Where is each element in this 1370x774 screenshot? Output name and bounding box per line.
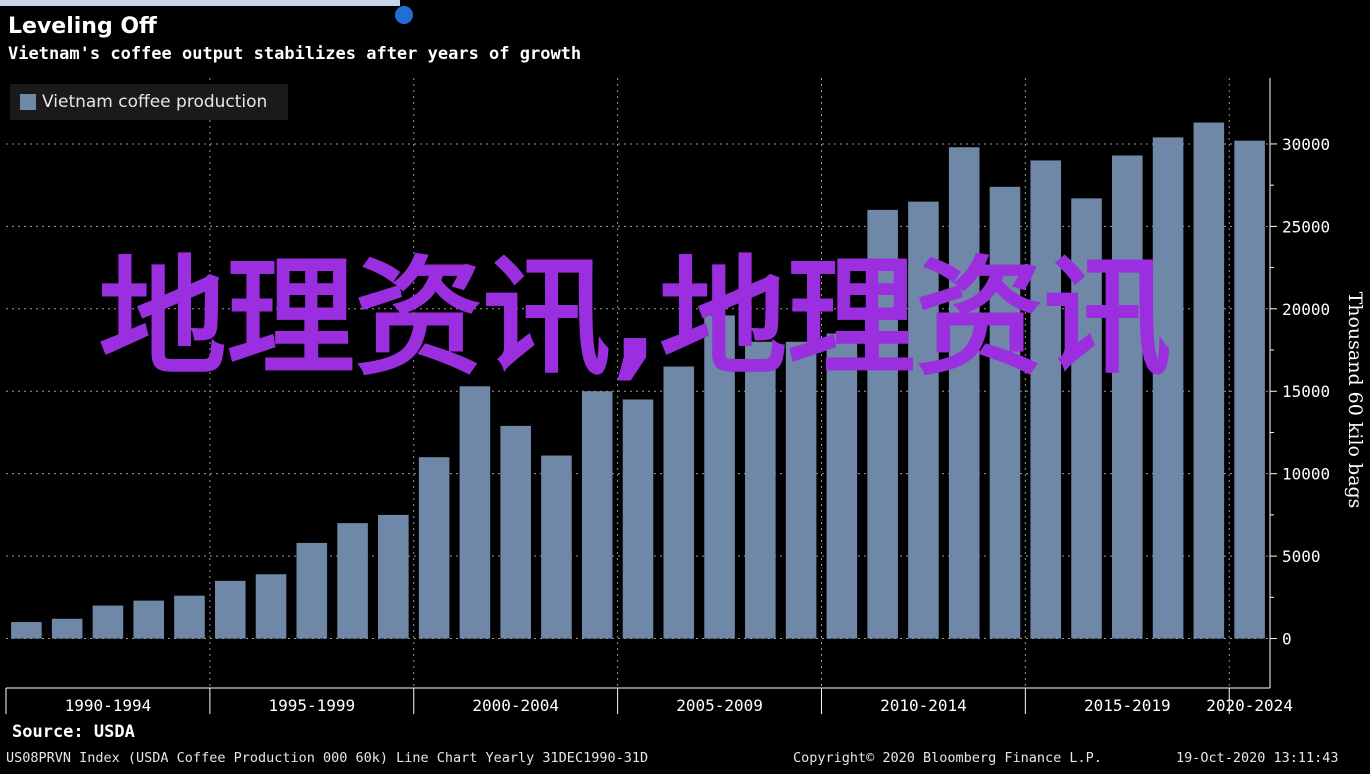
y-tick-label: 5000 (1282, 547, 1321, 566)
bar-1994 (174, 595, 205, 639)
bar-2013 (948, 147, 980, 639)
bar-2015 (1030, 160, 1062, 639)
bar-1991 (51, 618, 83, 639)
bar-1990 (11, 622, 42, 639)
legend-swatch (20, 94, 36, 110)
chart-subtitle: Vietnam's coffee output stabilizes after… (8, 44, 582, 64)
bar-1992 (92, 605, 124, 639)
y-tick-label: 0 (1282, 630, 1292, 649)
slider-handle[interactable] (395, 6, 413, 24)
bar-2005 (622, 399, 654, 639)
footer-timestamp: 19-Oct-2020 13:11:43 (1176, 750, 1339, 766)
x-tick-label: 2005-2009 (676, 696, 763, 715)
bar-1998 (337, 523, 368, 639)
x-tick-label: 2015-2019 (1084, 696, 1171, 715)
legend: Vietnam coffee production (10, 84, 288, 120)
bar-2000 (418, 457, 450, 639)
bar-2003 (541, 455, 572, 639)
bar-2010 (826, 333, 858, 639)
bar-2007 (704, 315, 735, 639)
bar-2011 (867, 209, 898, 639)
bar-2017 (1112, 155, 1143, 639)
bar-2004 (581, 391, 613, 639)
bar-2012 (908, 201, 939, 639)
bar-1997 (296, 542, 328, 639)
x-tick-label: 1995-1999 (268, 696, 355, 715)
watermark-text: 地理资讯,地理资讯 (98, 244, 1172, 393)
bar-2009 (785, 341, 817, 639)
y-axis-label: Thousand 60 kilo bags (1344, 291, 1366, 509)
y-tick-label: 30000 (1282, 135, 1330, 154)
top-accent-bar (0, 0, 400, 6)
source-label: Source: USDA (12, 722, 135, 742)
y-tick-label: 10000 (1282, 465, 1330, 484)
bar-1999 (378, 514, 409, 639)
x-tick-label: 1990-1994 (65, 696, 152, 715)
bar-2016 (1071, 198, 1102, 639)
y-tick-label: 15000 (1282, 382, 1330, 401)
footer-index: US08PRVN Index (USDA Coffee Production 0… (6, 750, 649, 766)
y-tick-label: 20000 (1282, 300, 1330, 319)
bar-2006 (663, 366, 695, 639)
bar-2020 (1234, 140, 1265, 639)
bar-2014 (989, 186, 1021, 639)
axes: 0 5000 10000 15000 20000 25000 30000 1990-1994 1… (5, 78, 1330, 715)
x-tick-label: 2010-2014 (880, 696, 967, 715)
bar-2018 (1152, 137, 1184, 639)
bar-2002 (500, 425, 531, 639)
bar-2001 (459, 386, 491, 639)
bar-1993 (133, 600, 164, 639)
bar-1996 (255, 574, 287, 639)
footer-copyright: Copyright© 2020 Bloomberg Finance L.P. (793, 750, 1102, 766)
bar-2008 (745, 341, 776, 639)
x-tick-label: 2020-2024 (1206, 696, 1293, 715)
legend-label: Vietnam coffee production (42, 92, 268, 112)
chart-title: Leveling Off (8, 14, 157, 39)
x-tick-label: 2000-2004 (472, 696, 559, 715)
bars (11, 122, 1265, 639)
y-tick-label: 25000 (1282, 217, 1330, 236)
bar-1995 (214, 580, 246, 639)
bar-2019 (1193, 122, 1225, 639)
